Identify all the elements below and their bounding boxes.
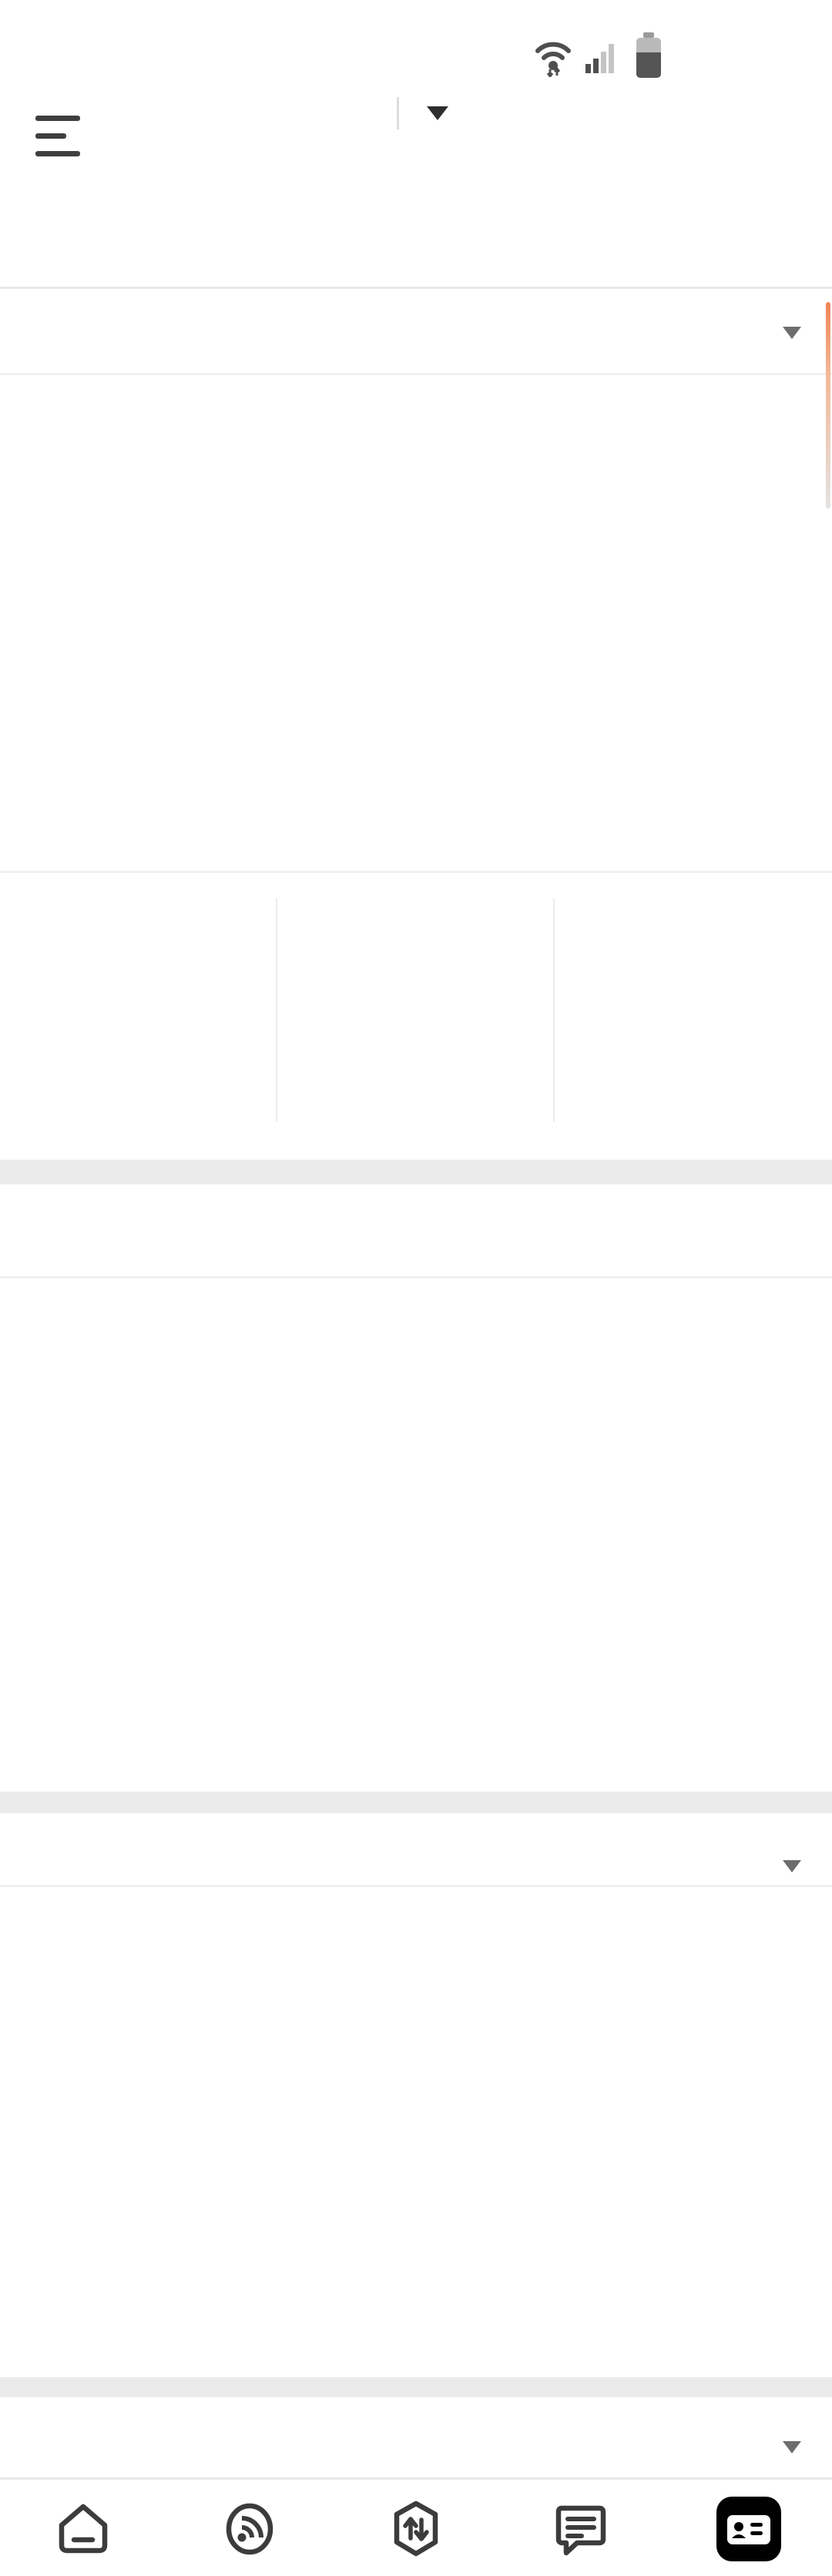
weekly-legend <box>0 2308 832 2348</box>
divider <box>0 1276 832 1278</box>
tab-statistics[interactable] <box>34 219 40 262</box>
tab-bar <box>0 194 832 289</box>
legend-line-swatch <box>394 810 424 817</box>
chevron-down-icon <box>783 1860 801 1872</box>
title-divider <box>396 97 399 129</box>
stat-trades <box>283 906 545 917</box>
chevron-down-icon <box>783 327 801 339</box>
divider <box>0 871 832 873</box>
equity-filter-dropdown[interactable] <box>772 2441 801 2453</box>
legend-closed-swatch <box>351 2313 373 2343</box>
scrollbar-thumb[interactable] <box>826 302 830 509</box>
account-switcher[interactable] <box>0 97 832 129</box>
section-gap <box>0 1160 832 1184</box>
nav-chat[interactable] <box>499 2480 666 2576</box>
stat-closed-pnl <box>7 906 269 917</box>
notification-badge <box>607 2478 649 2520</box>
nav-community[interactable] <box>666 2480 832 2576</box>
tab-orders[interactable] <box>200 219 206 262</box>
weekly-chart <box>0 1899 832 2254</box>
growth-header <box>0 291 832 374</box>
section-gap <box>0 2377 832 2397</box>
weekly-header <box>0 1825 832 1908</box>
trade-icon <box>384 2497 448 2561</box>
stats-divider <box>553 898 555 1122</box>
tab-subscription[interactable] <box>89 219 96 262</box>
monthly-header <box>0 1196 832 1279</box>
stat-avg-loss <box>561 1017 823 1028</box>
tab-general[interactable] <box>145 219 151 262</box>
section-gap <box>0 1792 832 1813</box>
home-icon <box>52 2497 115 2561</box>
nav-home[interactable] <box>0 2480 166 2576</box>
legend-loss-swatch <box>445 1700 467 1729</box>
profile-card-icon <box>715 2495 783 2563</box>
monthly-legend <box>0 1695 832 1734</box>
signal-icon <box>584 36 618 75</box>
battery-icon <box>636 32 661 78</box>
divider <box>0 1885 832 1887</box>
divider <box>0 373 832 375</box>
stat-win-rate <box>283 1017 545 1028</box>
signals-icon <box>218 2497 281 2561</box>
legend-profit-swatch <box>351 1700 373 1729</box>
stat-avg-profit <box>561 906 823 917</box>
equity-header <box>0 2406 832 2489</box>
wifi-icon <box>532 34 575 77</box>
stats-divider <box>276 898 277 1122</box>
weekly-filter-dropdown[interactable] <box>772 1860 801 1872</box>
menu-button[interactable] <box>35 116 80 169</box>
status-icons <box>532 32 661 78</box>
growth-legend <box>0 794 832 832</box>
growth-annotation-badge <box>97 669 256 718</box>
legend-open-swatch <box>445 2313 467 2343</box>
stat-avg-holding-time <box>7 1017 269 1028</box>
nav-signals[interactable] <box>166 2480 333 2576</box>
monthly-chart <box>0 1302 832 1657</box>
chevron-down-icon <box>426 106 448 120</box>
bottom-nav <box>0 2477 832 2576</box>
nav-trade[interactable] <box>333 2480 499 2576</box>
growth-filter-dropdown[interactable] <box>772 327 801 339</box>
chevron-down-icon <box>783 2441 801 2453</box>
chat-icon <box>549 2496 616 2562</box>
